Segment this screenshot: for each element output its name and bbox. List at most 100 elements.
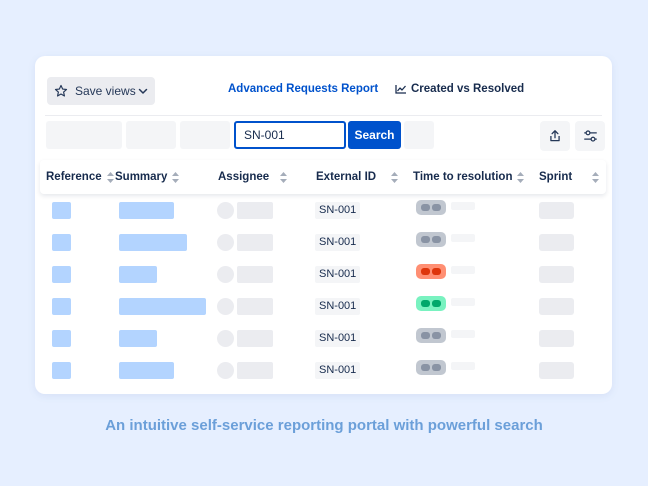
summary-placeholder <box>119 362 174 379</box>
column-label: Assignee <box>218 171 270 183</box>
sprint-placeholder <box>539 330 574 347</box>
column-header-reference[interactable]: Reference <box>46 171 114 183</box>
time-placeholder <box>451 266 475 274</box>
status-dot <box>421 364 430 371</box>
reference-placeholder <box>52 266 71 283</box>
assignee-placeholder <box>237 234 273 251</box>
search-button[interactable]: Search <box>348 121 401 149</box>
sla-status-lozenge <box>416 328 446 343</box>
column-header-time-to-resolution[interactable]: Time to resolution <box>413 171 525 183</box>
status-dot <box>421 332 430 339</box>
save-views-button[interactable]: Save views <box>47 77 155 105</box>
status-dot <box>432 204 441 211</box>
external-id: SN-001 <box>315 266 361 283</box>
column-header-summary[interactable]: Summary <box>115 171 180 183</box>
sla-status-lozenge <box>416 200 446 215</box>
status-dot <box>432 332 441 339</box>
assignee-placeholder <box>237 202 273 219</box>
filter-placeholder-1[interactable] <box>46 121 122 149</box>
filter-placeholder-4[interactable] <box>404 121 434 149</box>
sprint-placeholder <box>539 362 574 379</box>
assignee-placeholder <box>237 298 273 315</box>
sla-status-lozenge <box>416 232 446 247</box>
table-header: Reference Summary Assignee External ID T… <box>40 160 606 194</box>
column-label: External ID <box>316 171 377 183</box>
reference-placeholder <box>52 234 71 251</box>
status-dot <box>421 268 430 275</box>
time-placeholder <box>451 298 475 306</box>
table-row[interactable]: SN-001 <box>40 232 606 266</box>
sla-status-lozenge <box>416 296 446 311</box>
chevron-down-icon <box>138 88 148 94</box>
column-label: Sprint <box>539 171 573 183</box>
column-label: Reference <box>46 171 102 183</box>
summary-placeholder <box>119 266 157 283</box>
table-row[interactable]: SN-001 <box>40 200 606 234</box>
avatar <box>217 234 234 251</box>
time-placeholder <box>451 202 475 210</box>
table-row[interactable]: SN-001 <box>40 360 606 394</box>
column-header-sprint[interactable]: Sprint <box>539 171 600 183</box>
summary-placeholder <box>119 330 157 347</box>
status-dot <box>432 364 441 371</box>
external-id: SN-001 <box>315 330 361 347</box>
summary-placeholder <box>119 234 187 251</box>
created-vs-resolved-label: Created vs Resolved <box>411 83 525 95</box>
avatar <box>217 362 234 379</box>
avatar <box>217 202 234 219</box>
time-placeholder <box>451 362 475 370</box>
sort-icon <box>592 171 600 183</box>
status-dot <box>421 236 430 243</box>
sprint-placeholder <box>539 266 574 283</box>
table-row[interactable]: SN-001 <box>40 264 606 298</box>
column-header-external-id[interactable]: External ID <box>316 171 399 183</box>
filter-placeholder-3[interactable] <box>180 121 230 149</box>
star-icon <box>54 84 68 97</box>
sort-icon <box>391 171 399 183</box>
sprint-placeholder <box>539 234 574 251</box>
sliders-icon <box>583 130 597 142</box>
time-placeholder <box>451 330 475 338</box>
assignee-placeholder <box>237 330 273 347</box>
sort-icon <box>106 171 114 183</box>
status-dot <box>432 236 441 243</box>
sprint-placeholder <box>539 202 574 219</box>
advanced-requests-report-link[interactable]: Advanced Requests Report <box>228 83 379 95</box>
sla-status-lozenge <box>416 360 446 375</box>
table-row[interactable]: SN-001 <box>40 296 606 330</box>
column-label: Time to resolution <box>413 171 513 183</box>
status-dot <box>432 300 441 307</box>
summary-placeholder <box>119 202 174 219</box>
chart-icon <box>395 85 406 94</box>
settings-button[interactable] <box>575 121 605 151</box>
filter-placeholder-2[interactable] <box>126 121 176 149</box>
column-label: Summary <box>115 171 168 183</box>
status-dot <box>421 204 430 211</box>
save-views-label: Save views <box>75 84 136 98</box>
sort-icon <box>517 171 525 183</box>
sla-status-lozenge <box>416 264 446 279</box>
table-row[interactable]: SN-001 <box>40 328 606 362</box>
external-id: SN-001 <box>315 234 361 251</box>
external-id: SN-001 <box>315 298 361 315</box>
avatar <box>217 266 234 283</box>
reference-placeholder <box>52 298 71 315</box>
external-id: SN-001 <box>315 362 361 379</box>
sort-icon <box>172 171 180 183</box>
search-input[interactable] <box>234 121 346 149</box>
avatar <box>217 298 234 315</box>
reference-placeholder <box>52 202 71 219</box>
reference-placeholder <box>52 330 71 347</box>
created-vs-resolved-link[interactable]: Created vs Resolved <box>395 83 524 95</box>
column-header-assignee[interactable]: Assignee <box>218 171 288 183</box>
assignee-placeholder <box>237 362 273 379</box>
status-dot <box>421 300 430 307</box>
sprint-placeholder <box>539 298 574 315</box>
summary-placeholder <box>119 298 206 315</box>
external-id: SN-001 <box>315 202 361 219</box>
caption: An intuitive self-service reporting port… <box>105 417 543 434</box>
share-button[interactable] <box>540 121 570 151</box>
time-placeholder <box>451 234 475 242</box>
requests-table: Reference Summary Assignee External ID T… <box>40 160 606 388</box>
share-icon <box>550 130 560 142</box>
